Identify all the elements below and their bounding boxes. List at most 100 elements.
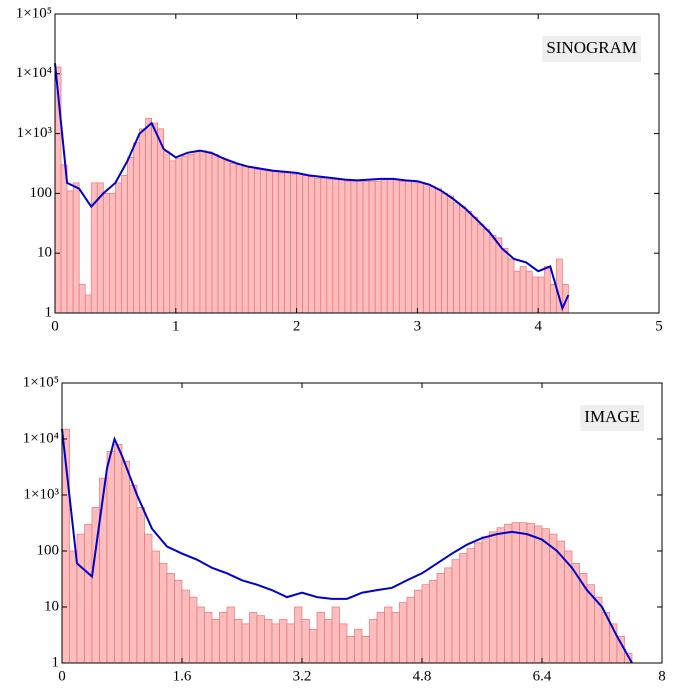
bar <box>169 160 177 314</box>
bar <box>294 606 303 664</box>
bar <box>417 182 424 314</box>
bar <box>127 157 134 314</box>
y-tick-label: 1 <box>45 304 53 320</box>
bar <box>235 164 243 314</box>
y-tick-label: 1×10⁴ <box>16 65 52 81</box>
plot-frame <box>61 382 663 664</box>
x-tick-label: 1 <box>172 318 180 334</box>
bar <box>465 211 473 314</box>
bar <box>531 276 539 314</box>
bar <box>121 460 130 664</box>
bar <box>406 596 415 664</box>
bar <box>436 572 445 664</box>
bar <box>429 186 436 314</box>
bar <box>489 531 498 664</box>
bar <box>84 523 93 664</box>
bar <box>369 619 378 664</box>
bar <box>253 169 261 314</box>
y-tick-label: 100 <box>30 185 53 201</box>
bar <box>151 550 160 664</box>
bar <box>392 179 400 314</box>
bar <box>78 284 86 314</box>
bar <box>399 602 408 664</box>
bar <box>477 224 485 314</box>
bar <box>271 623 280 664</box>
bar <box>205 151 213 314</box>
bar <box>157 128 165 314</box>
bar <box>338 179 346 314</box>
bar <box>344 180 352 314</box>
bar <box>159 563 168 664</box>
bar <box>414 589 423 664</box>
x-tick-label: 0 <box>51 318 59 334</box>
bar <box>320 177 328 314</box>
bar <box>374 180 382 314</box>
bar <box>229 162 237 314</box>
bar <box>279 619 288 664</box>
bar <box>211 153 219 314</box>
x-tick-label: 8 <box>658 668 666 684</box>
bar <box>386 179 394 314</box>
line <box>54 63 570 312</box>
plot-frame <box>54 13 660 314</box>
bar <box>326 179 334 314</box>
bar <box>441 193 448 314</box>
bar <box>72 182 80 314</box>
line <box>61 429 633 664</box>
bar <box>526 523 535 664</box>
bar <box>549 533 558 664</box>
bar <box>543 266 551 314</box>
bar <box>404 180 412 314</box>
x-tick-label: 4 <box>534 318 542 334</box>
bar <box>181 589 190 664</box>
annotation: SINOGRAM <box>546 38 637 57</box>
y-tick-label: 1×10⁵ <box>16 5 52 21</box>
bar <box>489 234 497 314</box>
bar <box>54 66 62 314</box>
bar <box>451 559 460 664</box>
bar <box>421 584 430 664</box>
bar <box>145 117 152 314</box>
annotation-box <box>580 405 644 431</box>
x-tick-label: 3.2 <box>293 668 312 684</box>
bar <box>226 606 235 664</box>
bar <box>495 237 503 314</box>
bar <box>115 182 122 314</box>
x-tick-label: 3 <box>414 318 422 334</box>
bar <box>361 635 370 664</box>
bar <box>429 579 438 664</box>
bar <box>466 548 475 664</box>
x-tick-label: 4.8 <box>413 668 432 684</box>
bar <box>501 248 509 314</box>
bar <box>199 150 207 314</box>
x-tick-label: 6.4 <box>533 668 552 684</box>
bar <box>301 619 310 664</box>
bar <box>423 184 430 314</box>
bar <box>109 193 116 314</box>
bar <box>444 567 453 664</box>
bar <box>435 188 442 314</box>
bar <box>541 528 550 664</box>
bar <box>286 623 295 664</box>
bar <box>316 612 325 664</box>
bar <box>384 606 393 664</box>
bar <box>332 179 340 314</box>
bar <box>99 477 108 664</box>
bar <box>256 615 265 664</box>
bar <box>302 175 310 314</box>
bar <box>133 142 140 314</box>
bar <box>447 195 454 314</box>
bar <box>204 612 213 664</box>
bar <box>525 270 533 314</box>
annotation-box <box>542 36 641 62</box>
bar <box>187 153 195 314</box>
bar <box>106 451 115 664</box>
bar <box>144 533 153 664</box>
bar <box>459 206 467 314</box>
bar <box>193 151 201 314</box>
bar <box>331 606 340 664</box>
x-tick-label: 2 <box>293 318 301 334</box>
bar <box>519 266 527 314</box>
bar <box>166 572 175 664</box>
